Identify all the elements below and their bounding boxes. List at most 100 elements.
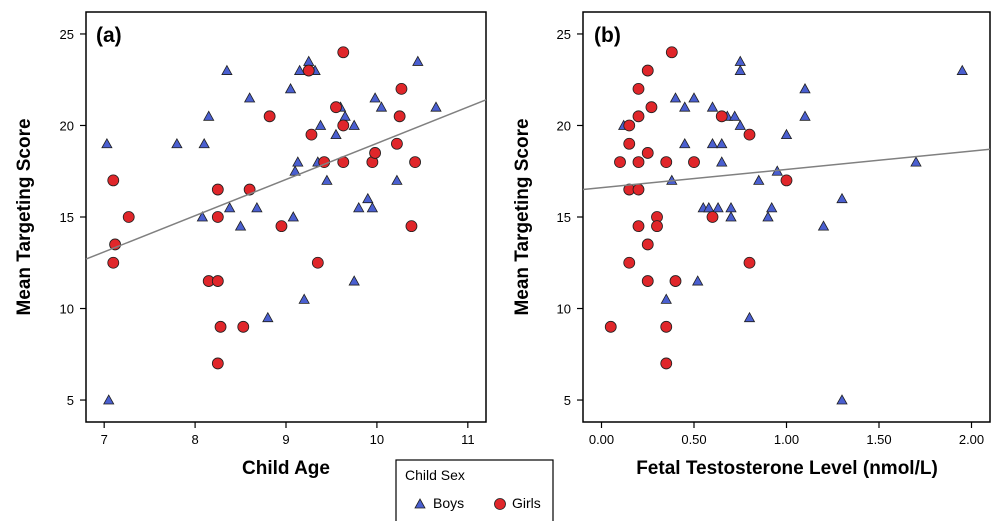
panel-a-frame	[85, 11, 487, 423]
panel-b-boys-point	[762, 211, 774, 222]
panel-b-y-tick-label: 25	[557, 27, 571, 42]
panel-a-boys-point	[348, 275, 360, 286]
panel-a-boys-point	[293, 64, 306, 75]
panel-a-girls-point	[405, 220, 418, 233]
panel-a-boys-point	[298, 293, 310, 304]
panel-b-boys-point	[679, 137, 691, 149]
panel-b-x-axis-label: Fetal Testosterone Level (nmol/L)	[636, 458, 938, 479]
panel-b-label: (b)	[594, 24, 621, 47]
panel-b-girls-point	[706, 211, 719, 223]
panel-a-girls-point	[330, 101, 342, 114]
panel-a-y-tick-label: 5	[67, 393, 74, 408]
panel-a-x-tick-label: 11	[461, 432, 475, 447]
panel-a-label: (a)	[96, 24, 122, 47]
panel-b-girls-point	[632, 110, 645, 123]
panel-a: (a) Child Age Mean Targeting Score 7 8 9 10…	[14, 11, 487, 479]
legend-box	[395, 459, 554, 521]
panel-b-boys-point	[660, 293, 672, 304]
panel-a-y-tick-label: 15	[60, 210, 74, 225]
panel-a-boys-point	[292, 156, 304, 167]
panel-b-boys-point	[817, 220, 830, 231]
panel-a-boys-point	[203, 110, 215, 121]
panel-b-y-tick-label: 15	[557, 210, 571, 225]
panel-a-x-tick-label: 9	[282, 432, 289, 447]
panel-b-x-tick-label: 2.00	[959, 432, 984, 447]
legend: Child Sex Boys Girls	[395, 459, 554, 521]
panel-b-girls-point	[641, 147, 654, 159]
panel-b-boys-point	[716, 137, 728, 149]
panel-a-y-axis-label: Mean Targeting Score	[14, 118, 35, 315]
legend-boys-triangle-icon	[414, 498, 426, 509]
panel-b-boys-point	[753, 174, 765, 185]
panel-b-girls-point	[669, 275, 682, 287]
panel-b-boys-point	[703, 202, 715, 213]
panel-b-girls-point	[743, 128, 756, 141]
panel-a-x-tick-label: 7	[101, 432, 108, 447]
panel-a-boys-point	[262, 311, 274, 323]
panel-b-boys-point	[734, 119, 746, 130]
panel-a-girls-point	[391, 137, 403, 150]
panel-b-girls-point	[660, 357, 673, 370]
panel-a-boys-point	[391, 174, 403, 185]
panel-a-boys-point	[412, 55, 424, 66]
panel-b-girls-point	[688, 156, 700, 168]
legend-girls-label: Girls	[512, 495, 541, 511]
panel-a-boys-point	[196, 211, 209, 222]
panel-a-boys-point	[198, 137, 210, 149]
panel-a-boys-point	[430, 101, 442, 112]
panel-b-y-tick-label: 5	[564, 393, 571, 408]
panel-a-boys-point	[287, 211, 299, 222]
panel-a-fit-line	[85, 99, 487, 260]
panel-b-girls-point	[641, 64, 654, 77]
panel-a-girls-point	[263, 110, 276, 123]
panel-a-girls-point	[107, 256, 120, 269]
panel-b-x-tick-label: 1.00	[774, 432, 799, 447]
panel-a-girls-point	[211, 183, 224, 196]
panel-b-boys-point	[766, 202, 778, 213]
panel-b-x-tick-label: 0.50	[681, 432, 706, 447]
panel-a-boys-point	[375, 101, 388, 112]
panel-b-girls-point	[780, 174, 793, 187]
panel-a-boys-point	[251, 202, 263, 213]
panel-b-y-tick-label: 20	[557, 118, 571, 133]
panel-b-y-axis-label: Mean Targeting Score	[512, 118, 533, 315]
panel-b-girls-point	[645, 101, 658, 114]
panel-b-boys-point	[743, 311, 756, 323]
panel-a-girls-point	[211, 275, 224, 287]
panel-a-x-tick-label: 8	[191, 432, 198, 447]
panel-b-girls-point	[651, 220, 663, 233]
panel-a-girls-point	[275, 220, 288, 233]
panel-a-girls-point	[311, 256, 324, 269]
panel-a-girls-point	[211, 211, 224, 223]
panel-b-girls-point	[715, 110, 728, 123]
panel-a-girls-point	[122, 211, 135, 223]
panel-a-boys-point	[348, 119, 360, 130]
panel-b-girls-point	[632, 156, 645, 168]
panel-a-boys-point	[223, 202, 236, 213]
legend-title: Child Sex	[405, 467, 465, 483]
panel-a-boys-point	[284, 83, 297, 94]
panel-b-boys-point	[729, 110, 741, 121]
panel-b-boys-point	[799, 83, 811, 94]
panel-a-y-tick-label: 25	[60, 27, 74, 42]
panel-b-girls-point	[623, 137, 636, 150]
panel-a-boys-point	[171, 137, 183, 149]
panel-b-girls-point	[641, 275, 654, 287]
panel-a-boys-point	[103, 394, 115, 405]
panel-a-y-tick-label: 20	[60, 118, 74, 133]
panel-b-boys-point	[688, 92, 700, 103]
panel-a-girls-point	[237, 320, 250, 333]
panel-b-frame	[582, 11, 991, 423]
panel-b-girls-point	[665, 46, 678, 59]
panel-a-boys-point	[330, 128, 342, 140]
panel-a-boys-point	[243, 92, 256, 103]
panel-b-x-tick-label: 0.00	[589, 432, 614, 447]
panel-a-girls-point	[395, 82, 408, 95]
panel-b-y-tick-label: 10	[557, 302, 571, 317]
panel-b-girls-point	[604, 320, 617, 333]
panel-b-girls-point	[632, 183, 645, 196]
panel-b-boys-point	[734, 64, 746, 75]
panel-b-boys-point	[669, 92, 682, 103]
panel-b-girls-point	[641, 238, 654, 251]
